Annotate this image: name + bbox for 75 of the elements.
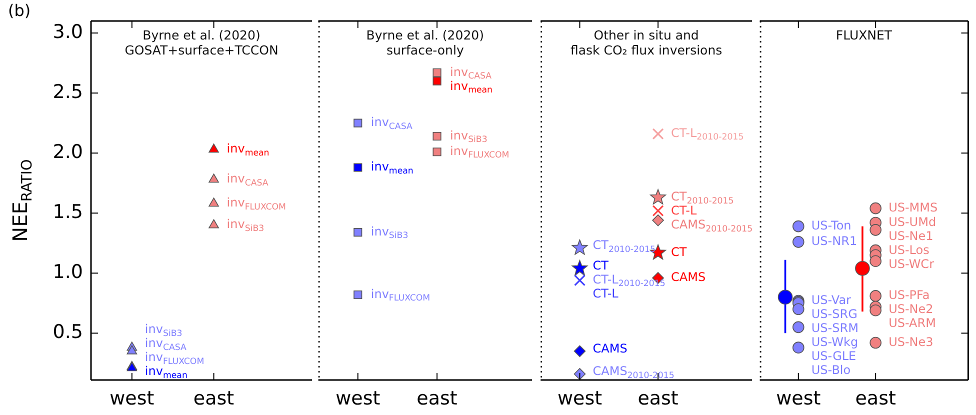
- point: [792, 220, 804, 232]
- y-axis-title: NEERATIO: [8, 159, 36, 242]
- y-tick-label: 2.0: [52, 141, 83, 164]
- point: [208, 144, 219, 153]
- x-tick-label: west: [776, 387, 821, 410]
- data-label: CT-L: [592, 286, 619, 300]
- x-tick-label: west: [557, 387, 602, 410]
- point: [574, 274, 586, 286]
- y-tick-label: 2.5: [52, 80, 83, 103]
- data-label: US-MMS: [888, 200, 938, 214]
- data-label: US-ARM: [888, 316, 936, 330]
- point: [652, 214, 664, 226]
- point: [572, 240, 588, 255]
- point: [354, 118, 362, 128]
- x-tick-label: west: [110, 387, 154, 410]
- data-label: CT: [671, 244, 688, 259]
- x-tick-label: east: [193, 387, 234, 410]
- point: [574, 345, 586, 358]
- text: Other in situ and flask CO₂ flux inversions: [570, 27, 722, 58]
- point: [432, 76, 442, 86]
- x-tick-label: east: [855, 387, 896, 410]
- y-tick-label: 1.5: [52, 201, 83, 224]
- point: [208, 174, 219, 183]
- point: [792, 303, 804, 316]
- y-tick-label: 3.0: [52, 20, 83, 43]
- point: [208, 219, 219, 228]
- point: [432, 132, 442, 141]
- point: [870, 290, 882, 302]
- y-tick-label: 1.0: [52, 261, 83, 284]
- data-label: US-Wkg: [811, 334, 858, 349]
- point: [354, 163, 362, 172]
- point: [652, 128, 664, 140]
- x-tick-label: east: [638, 387, 678, 410]
- data-label: US-PFa: [888, 288, 930, 302]
- point: [652, 204, 664, 216]
- data-label: US-Ne2: [888, 302, 934, 316]
- point: [792, 342, 804, 354]
- point: [208, 198, 219, 207]
- data-label: US-WCr: [888, 256, 934, 271]
- data-label: US-GLE: [811, 348, 856, 363]
- data-label: US-SRG: [811, 306, 858, 321]
- point: [354, 228, 362, 237]
- data-label: US-SRM: [811, 320, 858, 335]
- y-tick-label: 0.5: [52, 321, 83, 344]
- data-label: US-Var: [811, 292, 852, 307]
- text: FLUXNET: [836, 27, 892, 42]
- point: [572, 260, 588, 276]
- x-tick-label: east: [416, 387, 458, 410]
- point: [354, 290, 362, 300]
- data-label: CT-L: [671, 204, 697, 218]
- point: [126, 345, 138, 354]
- point: [870, 224, 882, 236]
- point: [432, 148, 442, 156]
- point: [792, 236, 804, 248]
- data-label: CT: [592, 258, 610, 272]
- point: [870, 255, 882, 268]
- data-label: US-UMd: [888, 214, 936, 229]
- data-label: CAMS: [671, 270, 706, 284]
- data-label: US-Ne1: [888, 228, 934, 243]
- point: [650, 189, 666, 204]
- point: [870, 202, 882, 214]
- point: [792, 321, 804, 334]
- data-label: US-Ton: [811, 218, 852, 232]
- data-label: US-Los: [888, 242, 930, 257]
- data-label: US-Blo: [811, 362, 851, 377]
- x-tick-label: west: [336, 387, 380, 410]
- text: Byrne et al. (2020) GOSAT+surface+TCCON: [124, 27, 278, 58]
- point: [432, 68, 442, 77]
- text: (b): [8, 1, 31, 20]
- text: Byrne et al. (2020) surface-only: [366, 27, 484, 58]
- point: [870, 336, 882, 349]
- data-label: US-Ne3: [888, 334, 934, 349]
- data-label: CAMS: [592, 341, 628, 356]
- data-label: US-NR1: [811, 234, 858, 248]
- point: [870, 304, 882, 316]
